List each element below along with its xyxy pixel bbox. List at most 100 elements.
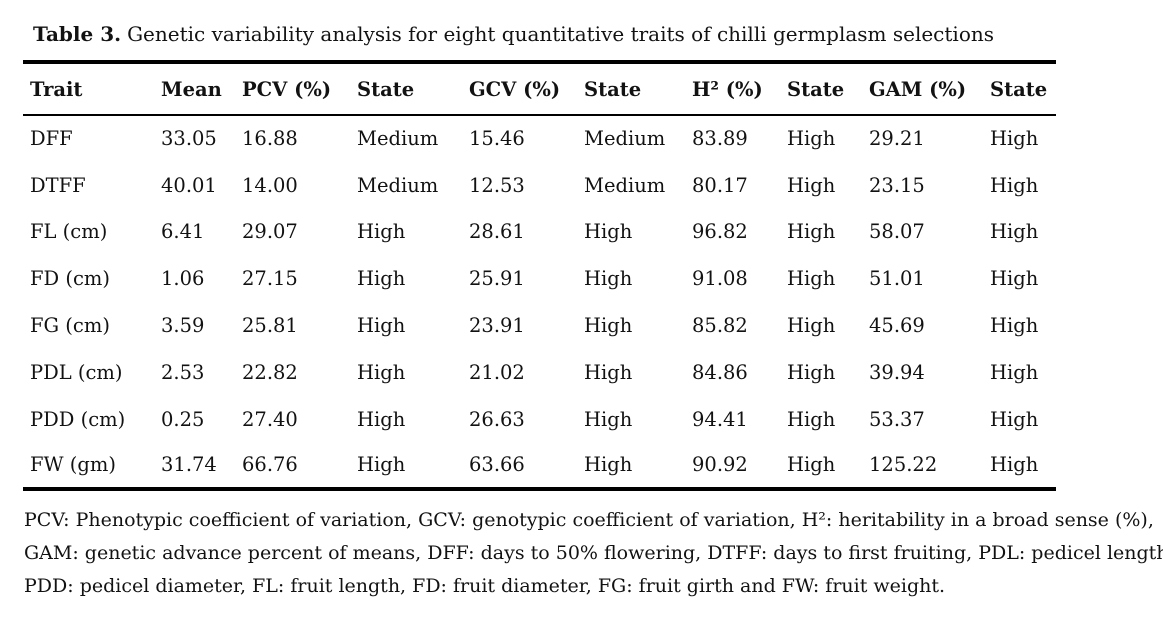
table-cell: DTFF: [30, 173, 86, 197]
table-cell: 53.37: [869, 407, 925, 431]
table-cell: High: [990, 453, 1039, 477]
table-cell: 1.06: [161, 267, 205, 291]
footnote-line-1: PCV: Phenotypic coefficient of variation…: [24, 509, 1154, 531]
table-cell: 33.05: [161, 127, 217, 151]
table-cell: 26.63: [469, 407, 525, 431]
table-cell: High: [584, 267, 633, 291]
table-caption: Table 3. Genetic variability analysis for…: [33, 22, 994, 46]
table-cell: High: [787, 127, 836, 151]
column-header-trait: Trait: [23, 62, 154, 116]
table-cell: High: [584, 314, 633, 338]
table-row: DTFF 40.01 14.00 Medium 12.53 Medium 80.17 High…: [23, 162, 1056, 209]
table-cell: 14.00: [242, 173, 298, 197]
table-row: PDD (cm) 0.25 27.40 High 26.63 High 94.41 High 5…: [23, 396, 1056, 443]
column-header-state-h2: State: [780, 62, 862, 116]
table-cell: Medium: [357, 173, 439, 197]
table-cell: 12.53: [469, 173, 525, 197]
table-cell: 94.41: [692, 407, 748, 431]
table-cell: High: [357, 267, 406, 291]
table-cell: High: [584, 453, 633, 477]
table-cell: 23.91: [469, 314, 525, 338]
table-cell: High: [787, 360, 836, 384]
table-cell: High: [357, 453, 406, 477]
table-cell: 45.69: [869, 314, 925, 338]
column-header-gcv: GCV (%): [462, 62, 577, 116]
table-cell: 27.15: [242, 267, 298, 291]
table-cell: High: [990, 127, 1039, 151]
table-row: FL (cm) 6.41 29.07 High 28.61 High 96.82 High 58…: [23, 209, 1056, 256]
table-caption-label: Table 3.: [33, 22, 122, 46]
table-cell: 84.86: [692, 360, 748, 384]
table-cell: 27.40: [242, 407, 298, 431]
table-cell: DFF: [30, 127, 73, 151]
table-cell: FG (cm): [30, 314, 110, 338]
table-cell: High: [990, 220, 1039, 244]
table-cell: 66.76: [242, 453, 298, 477]
table-cell: 91.08: [692, 267, 748, 291]
table-cell: High: [990, 407, 1039, 431]
table-cell: High: [787, 314, 836, 338]
table-cell: High: [990, 267, 1039, 291]
table-cell: High: [787, 453, 836, 477]
table-cell: High: [584, 407, 633, 431]
column-header-state-gcv: State: [577, 62, 685, 116]
table-row: FD (cm) 1.06 27.15 High 25.91 High 91.08 High 51…: [23, 255, 1056, 302]
table-cell: High: [787, 267, 836, 291]
table-cell: 3.59: [161, 314, 205, 338]
table-cell: 29.21: [869, 127, 925, 151]
table-cell: 21.02: [469, 360, 525, 384]
table-cell: 40.01: [161, 173, 217, 197]
table-cell: High: [357, 407, 406, 431]
table-cell: FW (gm): [30, 453, 116, 477]
table-cell: High: [357, 314, 406, 338]
table-cell: High: [584, 360, 633, 384]
table-row: PDL (cm) 2.53 22.82 High 21.02 High 84.86 High 3…: [23, 349, 1056, 396]
table-cell: 58.07: [869, 220, 925, 244]
table-cell: PDD (cm): [30, 407, 126, 431]
table-cell: 2.53: [161, 360, 205, 384]
table-cell: High: [787, 407, 836, 431]
footnote-line-2: GAM: genetic advance percent of means, D…: [24, 542, 1163, 564]
table-cell: 16.88: [242, 127, 298, 151]
table-cell: High: [787, 173, 836, 197]
table-cell: High: [357, 360, 406, 384]
table-cell: 25.91: [469, 267, 525, 291]
table-cell: FL (cm): [30, 220, 108, 244]
table-cell: 83.89: [692, 127, 748, 151]
table-cell: High: [990, 314, 1039, 338]
table-row: DFF 33.05 16.88 Medium 15.46 Medium 83.89 High 2…: [23, 115, 1056, 162]
column-header-state-pcv: State: [350, 62, 462, 116]
table-cell: Medium: [584, 127, 666, 151]
table-cell: High: [584, 220, 633, 244]
table-cell: 51.01: [869, 267, 925, 291]
column-header-mean: Mean: [154, 62, 235, 116]
column-header-h2: H² (%): [685, 62, 780, 116]
table-cell: 96.82: [692, 220, 748, 244]
table-cell: 85.82: [692, 314, 748, 338]
column-header-gam: GAM (%): [862, 62, 983, 116]
table-cell: High: [990, 173, 1039, 197]
table-footnote: PCV: Phenotypic coefficient of variation…: [24, 504, 1163, 603]
table-cell: 25.81: [242, 314, 298, 338]
table-caption-text: Genetic variability analysis for eight q…: [127, 22, 995, 46]
column-header-pcv: PCV (%): [235, 62, 350, 116]
table-cell: High: [357, 220, 406, 244]
table-cell: 0.25: [161, 407, 205, 431]
table-cell: 63.66: [469, 453, 525, 477]
table-cell: FD (cm): [30, 267, 110, 291]
table-cell: 23.15: [869, 173, 925, 197]
table-header-row: Trait Mean PCV (%) State GCV (%) State H…: [23, 62, 1056, 116]
table-cell: High: [787, 220, 836, 244]
column-header-state-gam: State: [983, 62, 1056, 116]
genetic-variability-table: Trait Mean PCV (%) State GCV (%) State H…: [23, 60, 1056, 492]
table-cell: 39.94: [869, 360, 925, 384]
table-cell: 15.46: [469, 127, 525, 151]
table-cell: 31.74: [161, 453, 217, 477]
table-cell: 80.17: [692, 173, 748, 197]
table-cell: 6.41: [161, 220, 205, 244]
table-cell: 28.61: [469, 220, 525, 244]
table-cell: 29.07: [242, 220, 298, 244]
table-body: DFF 33.05 16.88 Medium 15.46 Medium 83.89 High 2…: [23, 115, 1056, 489]
footnote-line-3: PDD: pedicel diameter, FL: fruit length,…: [24, 575, 946, 597]
table-cell: 125.22: [869, 453, 938, 477]
